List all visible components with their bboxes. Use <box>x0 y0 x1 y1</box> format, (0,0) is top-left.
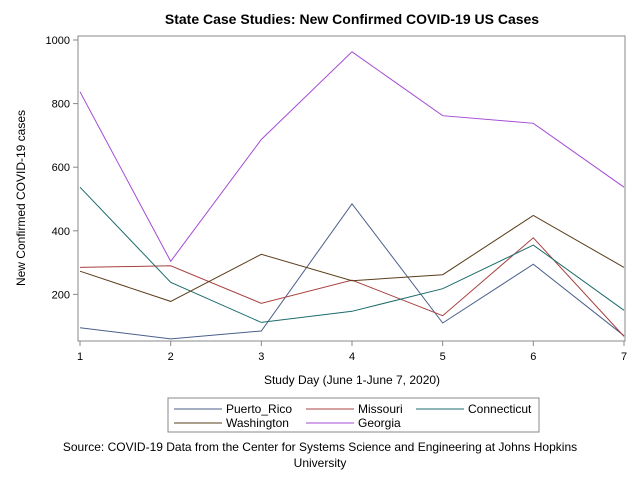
legend-label: Missouri <box>358 402 403 416</box>
series-line-georgia <box>79 51 625 263</box>
series-lines <box>79 51 625 340</box>
x-tick-label: 1 <box>77 351 83 363</box>
y-axis-label: New Confirmed COVID-19 cases <box>14 110 28 286</box>
chart-title: State Case Studies: New Confirmed COVID-… <box>165 11 539 27</box>
y-tick-label: 800 <box>52 99 70 111</box>
x-axis-label: Study Day (June 1-June 7, 2020) <box>264 373 440 387</box>
x-tick-label: 2 <box>168 351 174 363</box>
x-tick-label: 7 <box>621 351 627 363</box>
series-line-missouri <box>79 237 625 337</box>
x-tick-label: 3 <box>258 351 264 363</box>
series-line-washington <box>79 214 625 302</box>
legend-label: Georgia <box>358 416 401 430</box>
legend: Puerto_Rico Missouri Connecticut Washington… <box>174 402 532 430</box>
y-tick-label: 600 <box>52 162 70 174</box>
x-tick-label: 6 <box>530 351 536 363</box>
legend-label: Washington <box>226 416 289 430</box>
source-note-line-2: University <box>294 456 347 470</box>
y-tick-label: 400 <box>52 226 70 238</box>
source-note-line-1: Source: COVID-19 Data from the Center fo… <box>63 440 577 454</box>
legend-label: Puerto_Rico <box>226 402 292 416</box>
x-tick-label: 4 <box>349 351 355 363</box>
plot-area-frame <box>77 35 626 342</box>
legend-label: Connecticut <box>468 402 532 416</box>
y-tick-label: 200 <box>52 289 70 301</box>
y-tick-label: 1000 <box>46 35 70 47</box>
series-line-connecticut <box>79 186 625 323</box>
series-line-puerto-rico <box>79 202 625 340</box>
x-axis: 1 2 3 4 5 6 7 <box>77 340 627 363</box>
x-tick-label: 5 <box>440 351 446 363</box>
y-axis: 200 400 600 800 1000 <box>46 35 79 341</box>
legend-box <box>167 397 540 433</box>
